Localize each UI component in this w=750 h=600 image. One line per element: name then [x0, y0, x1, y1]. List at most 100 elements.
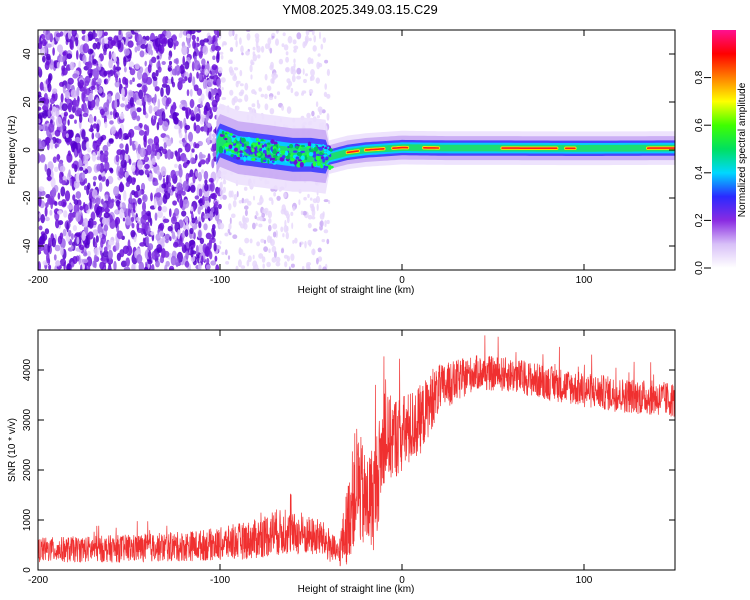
noise-blob [38, 106, 42, 111]
spectrogram-y-tick-label: 0 [22, 147, 33, 153]
noise-blob [227, 255, 231, 260]
spectrogram-y-tick-label: 40 [22, 48, 33, 60]
noise-blob [195, 170, 199, 177]
noise-blob [246, 33, 251, 41]
signal-blob [243, 143, 247, 147]
noise-blob [205, 232, 212, 240]
noise-blob [261, 212, 266, 218]
noise-blob [143, 86, 146, 98]
noise-blob [105, 215, 110, 226]
noise-blob [311, 30, 315, 36]
noise-blob [144, 94, 148, 103]
noise-blob [87, 264, 91, 270]
signal-blob [240, 146, 245, 151]
noise-blob [141, 210, 146, 216]
signal-blob [306, 152, 309, 158]
noise-blob [180, 99, 187, 105]
noise-blob [113, 185, 120, 197]
signal-blob [267, 142, 271, 145]
noise-blob [288, 266, 291, 270]
noise-blob [96, 145, 100, 152]
snr-x-tick-label: -200 [28, 575, 48, 586]
noise-blob [210, 260, 217, 266]
noise-blob [165, 98, 170, 107]
noise-blob [142, 110, 147, 116]
signal-blob [218, 147, 222, 150]
noise-blob [195, 154, 198, 161]
noise-blob [82, 154, 89, 165]
noise-blob [101, 175, 106, 182]
signal-blob [329, 148, 333, 152]
noise-blob [119, 154, 123, 161]
noise-blob [275, 38, 279, 46]
noise-blob [52, 88, 58, 94]
noise-blob [156, 151, 161, 160]
noise-blob [81, 104, 85, 112]
noise-blob [119, 143, 124, 149]
noise-blob [128, 91, 134, 97]
noise-blob [316, 257, 319, 265]
noise-blob [47, 110, 51, 118]
noise-blob [193, 60, 201, 71]
noise-blob [107, 36, 113, 41]
noise-blob [171, 76, 174, 85]
noise-blob [124, 97, 128, 107]
noise-blob [206, 257, 210, 265]
noise-blob [204, 246, 211, 258]
noise-blob [119, 112, 125, 120]
noise-blob [184, 133, 188, 141]
noise-blob [293, 49, 297, 53]
noise-blob [57, 192, 61, 200]
noise-blob [146, 210, 151, 217]
noise-blob [284, 261, 288, 268]
noise-blob [127, 132, 132, 138]
noise-blob [211, 207, 215, 213]
signal-blob [225, 148, 229, 152]
noise-blob [97, 78, 102, 85]
noise-blob [154, 93, 157, 103]
noise-blob [292, 39, 297, 45]
signal-blob [258, 140, 261, 143]
noise-blob [93, 181, 96, 187]
noise-blob [193, 204, 196, 211]
noise-blob [192, 39, 197, 49]
noise-blob [104, 161, 110, 171]
noise-blob [135, 99, 143, 106]
noise-blob [95, 235, 99, 243]
noise-blob [157, 200, 161, 206]
noise-blob [72, 73, 79, 79]
noise-blob [213, 75, 217, 83]
noise-blob [198, 98, 202, 104]
noise-blob [290, 263, 295, 268]
signal-blob [251, 148, 255, 153]
noise-blob [285, 66, 290, 73]
noise-blob [260, 45, 265, 53]
noise-blob [72, 141, 78, 153]
signal-blob [248, 146, 251, 149]
noise-blob [107, 249, 113, 260]
noise-blob [206, 137, 210, 146]
noise-blob [278, 58, 284, 65]
noise-blob [189, 30, 196, 35]
signal-blob [267, 154, 271, 158]
noise-blob [255, 222, 258, 227]
noise-blob [317, 53, 321, 57]
noise-blob [176, 151, 181, 162]
noise-blob [189, 89, 193, 97]
noise-blob [41, 38, 47, 47]
noise-blob [87, 182, 91, 190]
noise-blob [219, 222, 225, 230]
noise-blob [179, 198, 184, 209]
noise-blob [323, 229, 329, 234]
signal-blob [326, 150, 331, 155]
noise-blob [309, 197, 313, 201]
noise-blob [192, 76, 196, 87]
noise-blob [103, 102, 109, 112]
noise-blob [183, 157, 188, 163]
noise-blob [275, 261, 281, 267]
noise-blob [244, 94, 249, 102]
signal-blob [232, 135, 236, 138]
noise-blob [172, 111, 178, 122]
noise-blob [160, 166, 167, 177]
noise-blob [85, 141, 90, 150]
